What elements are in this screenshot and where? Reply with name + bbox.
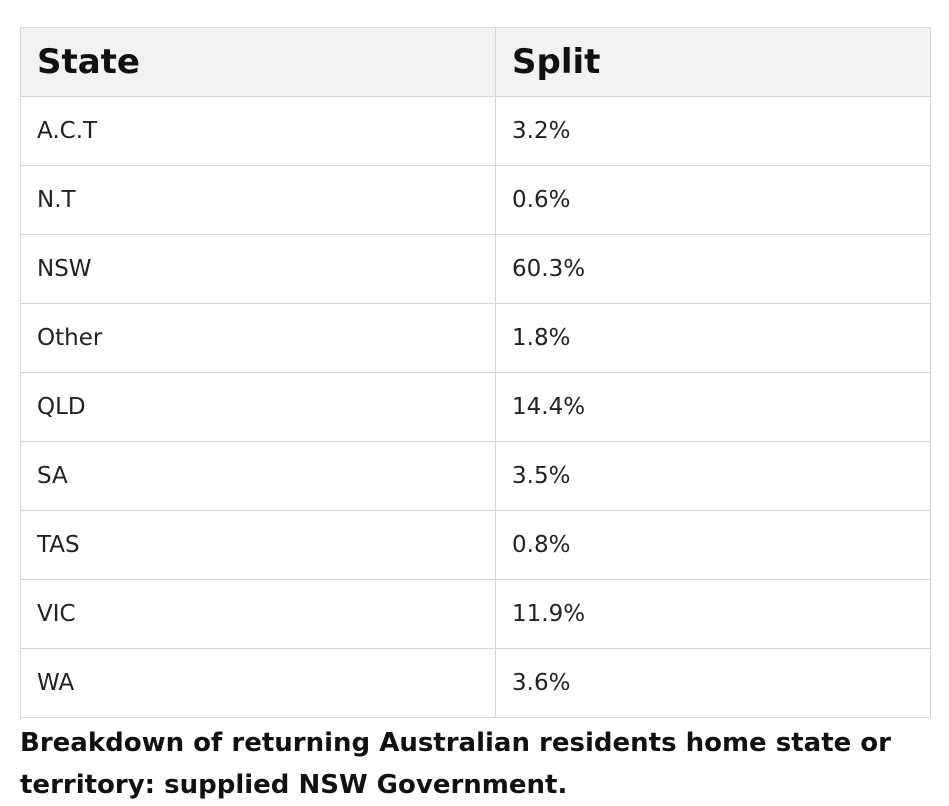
table-header: State Split xyxy=(20,27,931,97)
column-header-split: Split xyxy=(495,27,931,97)
split-cell: 1.8% xyxy=(495,303,931,373)
header-row: State Split xyxy=(20,27,931,97)
table-body: A.C.T 3.2% N.T 0.6% NSW 60.3% Other 1.8%… xyxy=(20,96,931,718)
table-row: NSW 60.3% xyxy=(20,234,931,304)
split-cell: 0.8% xyxy=(495,510,931,580)
split-cell: 3.5% xyxy=(495,441,931,511)
table-row: N.T 0.6% xyxy=(20,165,931,235)
table-row: WA 3.6% xyxy=(20,648,931,718)
state-cell: SA xyxy=(20,441,496,511)
state-cell: VIC xyxy=(20,579,496,649)
column-header-state: State xyxy=(20,27,496,97)
table-row: SA 3.5% xyxy=(20,441,931,511)
state-cell: Other xyxy=(20,303,496,373)
state-cell: QLD xyxy=(20,372,496,442)
state-split-table: State Split A.C.T 3.2% N.T 0.6% NSW 60.3… xyxy=(20,27,931,718)
split-cell: 60.3% xyxy=(495,234,931,304)
state-cell: A.C.T xyxy=(20,96,496,166)
split-cell: 3.6% xyxy=(495,648,931,718)
state-cell: NSW xyxy=(20,234,496,304)
table-row: A.C.T 3.2% xyxy=(20,96,931,166)
state-cell: WA xyxy=(20,648,496,718)
split-cell: 3.2% xyxy=(495,96,931,166)
split-cell: 0.6% xyxy=(495,165,931,235)
table-row: QLD 14.4% xyxy=(20,372,931,442)
state-cell: TAS xyxy=(20,510,496,580)
table-row: TAS 0.8% xyxy=(20,510,931,580)
split-cell: 14.4% xyxy=(495,372,931,442)
table-row: Other 1.8% xyxy=(20,303,931,373)
data-table-container: State Split A.C.T 3.2% N.T 0.6% NSW 60.3… xyxy=(20,27,931,718)
split-cell: 11.9% xyxy=(495,579,931,649)
state-cell: N.T xyxy=(20,165,496,235)
table-row: VIC 11.9% xyxy=(20,579,931,649)
table-caption: Breakdown of returning Australian reside… xyxy=(20,728,891,800)
